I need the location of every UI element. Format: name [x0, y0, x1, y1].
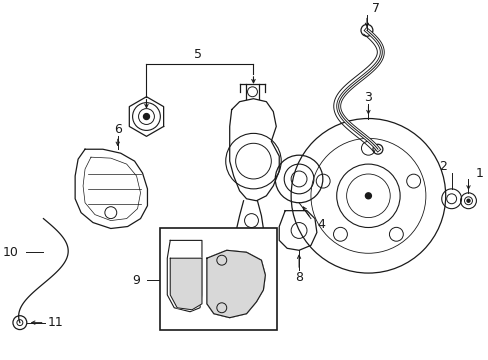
Text: 10: 10	[3, 246, 19, 259]
Circle shape	[143, 113, 149, 120]
Text: 4: 4	[316, 218, 324, 231]
Text: 5: 5	[194, 48, 202, 60]
Text: 9: 9	[132, 274, 140, 287]
Text: 3: 3	[364, 91, 371, 104]
Text: 8: 8	[294, 271, 303, 284]
Text: 11: 11	[47, 316, 63, 329]
Text: 1: 1	[474, 167, 482, 180]
Text: 6: 6	[114, 123, 122, 136]
Text: 7: 7	[371, 2, 379, 15]
Polygon shape	[206, 250, 265, 318]
Text: 2: 2	[438, 159, 446, 172]
Circle shape	[466, 199, 469, 202]
Polygon shape	[170, 258, 202, 310]
Circle shape	[365, 193, 370, 199]
Bar	[160, 229, 277, 329]
